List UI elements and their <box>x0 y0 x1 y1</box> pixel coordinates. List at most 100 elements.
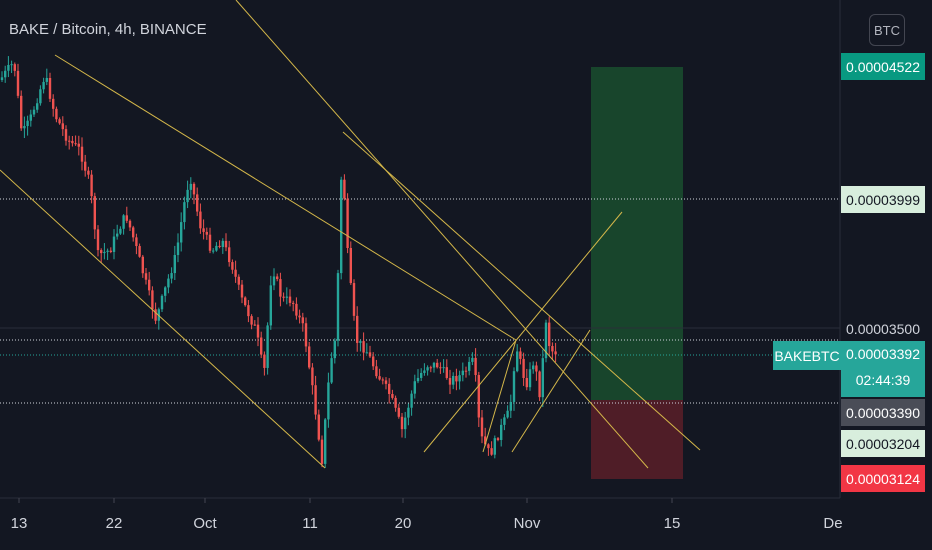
candle <box>311 367 314 386</box>
candle <box>468 361 471 371</box>
candle <box>119 228 122 234</box>
candle <box>413 381 416 394</box>
candle <box>439 367 442 369</box>
candle <box>480 417 484 437</box>
level-price-tag-3204: 0.00003204 <box>841 430 925 457</box>
candle <box>247 305 250 317</box>
candle <box>64 129 68 141</box>
candle <box>84 161 87 171</box>
candle <box>122 215 125 229</box>
candle <box>551 346 554 352</box>
candle <box>304 323 308 347</box>
candle <box>260 337 263 355</box>
candle <box>96 229 100 251</box>
candle <box>141 256 144 274</box>
candle <box>256 324 260 338</box>
stop-price-tag: 0.00003124 <box>841 465 925 492</box>
candle <box>528 369 532 388</box>
candle <box>231 262 234 270</box>
candle <box>148 279 151 291</box>
candle <box>461 370 464 376</box>
candle <box>36 103 39 110</box>
candle <box>509 401 512 411</box>
x-tick-label: 13 <box>10 515 28 532</box>
candle <box>490 448 493 455</box>
candle <box>352 283 356 316</box>
bar-countdown: 02:44:39 <box>855 372 911 388</box>
candle <box>391 393 394 398</box>
candle <box>272 276 276 286</box>
currency-button[interactable]: BTC <box>869 14 905 46</box>
candle <box>554 351 557 355</box>
candle <box>112 236 116 252</box>
candle <box>58 119 61 124</box>
candle <box>308 346 311 368</box>
candle <box>164 287 167 296</box>
candle <box>224 240 228 248</box>
candle <box>365 352 368 354</box>
candle <box>80 146 84 162</box>
candle <box>109 250 112 252</box>
candle <box>87 170 90 175</box>
candle <box>407 407 410 418</box>
candle <box>55 108 58 120</box>
candle <box>29 114 32 121</box>
trend-line <box>54 54 517 341</box>
candle <box>500 424 503 440</box>
candle <box>432 362 436 368</box>
candle <box>442 367 445 369</box>
candle <box>538 371 541 398</box>
candle <box>519 351 522 359</box>
candle <box>516 351 519 372</box>
candle <box>285 296 288 298</box>
candle <box>525 377 528 388</box>
candle <box>295 303 298 316</box>
candle <box>186 189 189 203</box>
candle <box>240 284 244 298</box>
candle <box>263 354 266 368</box>
candle <box>151 290 154 310</box>
candle <box>375 366 378 377</box>
current-price-tag: 0.00003392 02:44:39 <box>841 341 925 397</box>
candle <box>244 297 247 306</box>
candle <box>20 95 23 129</box>
candle <box>144 273 148 280</box>
candle <box>253 324 256 326</box>
candle <box>228 247 231 263</box>
candle <box>356 315 359 343</box>
candle <box>269 285 272 326</box>
candle <box>340 179 343 274</box>
candle <box>189 183 192 190</box>
target-price-tag: 0.00004522 <box>841 53 925 80</box>
symbol-tag: BAKEBTC <box>773 341 841 370</box>
trend-line <box>0 169 326 469</box>
candle <box>100 250 103 254</box>
candle <box>132 227 135 238</box>
candle <box>292 302 295 304</box>
candle <box>180 222 183 243</box>
candle <box>45 77 48 82</box>
candle <box>298 315 301 318</box>
x-tick-label: Oct <box>193 515 217 532</box>
candle <box>455 375 458 382</box>
candle <box>215 245 218 251</box>
candle <box>506 410 509 418</box>
candle <box>32 109 36 115</box>
trend-line <box>423 211 623 453</box>
candle <box>234 269 237 277</box>
candle <box>205 231 208 235</box>
candle <box>544 322 548 359</box>
candle <box>317 414 320 440</box>
candle <box>266 325 269 368</box>
candle <box>333 340 336 359</box>
candle <box>42 81 45 90</box>
candle <box>404 417 407 430</box>
candle <box>160 295 164 310</box>
candle <box>420 372 423 378</box>
candle <box>221 240 224 247</box>
axis-price-label: 0.00003500 <box>846 320 920 337</box>
candle <box>522 358 525 378</box>
candle <box>384 380 388 384</box>
candle <box>212 250 215 252</box>
